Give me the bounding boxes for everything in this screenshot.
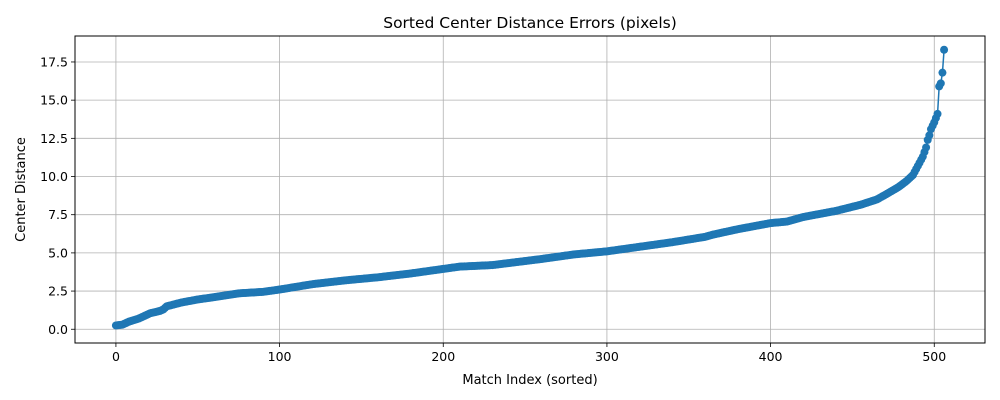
y-tick-label: 15.0 xyxy=(40,93,68,108)
data-point xyxy=(938,68,947,77)
y-tick-label: 7.5 xyxy=(48,207,68,222)
chart-title: Sorted Center Distance Errors (pixels) xyxy=(383,14,677,32)
x-tick-label: 200 xyxy=(431,349,455,364)
data-point xyxy=(922,143,931,152)
x-tick-label: 400 xyxy=(759,349,783,364)
y-axis-label: Center Distance xyxy=(14,137,29,242)
x-tick-label: 100 xyxy=(268,349,292,364)
y-axis-ticks: 0.0 2.5 5.0 7.5 10.0 12.5 15.0 17.5 xyxy=(40,54,75,337)
x-tick-label: 300 xyxy=(595,349,619,364)
x-axis-ticks: 0 100 200 300 400 500 xyxy=(112,343,946,364)
data-point xyxy=(940,45,949,54)
y-tick-label: 17.5 xyxy=(40,54,68,69)
x-tick-label: 500 xyxy=(922,349,946,364)
data-point xyxy=(925,131,934,140)
y-tick-label: 5.0 xyxy=(48,245,68,260)
data-point xyxy=(933,109,942,118)
x-tick-label: 0 xyxy=(112,349,120,364)
plot-frame xyxy=(74,35,986,344)
series-distance xyxy=(111,45,949,330)
y-tick-label: 2.5 xyxy=(48,284,68,299)
y-tick-label: 0.0 xyxy=(48,322,68,337)
y-tick-label: 12.5 xyxy=(40,131,68,146)
y-tick-label: 10.0 xyxy=(40,169,68,184)
x-axis-label: Match Index (sorted) xyxy=(462,373,597,388)
data-point xyxy=(936,79,945,88)
